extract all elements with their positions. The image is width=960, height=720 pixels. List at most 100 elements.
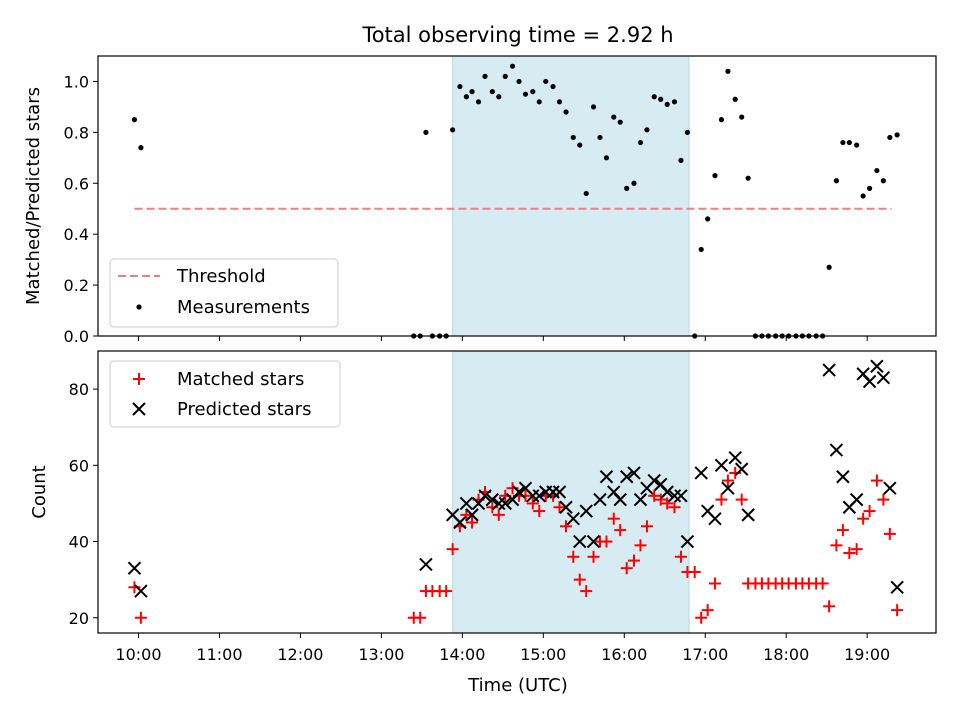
measurement-point [867, 185, 873, 191]
predicted-star-point [593, 492, 607, 507]
measurement-point [516, 78, 522, 85]
predicted-star-point [694, 466, 708, 480]
measurement-point [860, 193, 866, 199]
measurement-point [469, 89, 475, 95]
measurement-point [543, 78, 549, 85]
measurement-point [131, 117, 138, 123]
predicted-star-point [498, 496, 512, 511]
matched-star-point [701, 604, 714, 617]
matched-star-point [440, 585, 453, 598]
matched-star-point [836, 524, 849, 537]
x-tick-label: 14:00 [439, 645, 485, 664]
predicted-star-point [680, 534, 695, 549]
measurement-point [457, 83, 463, 90]
measurement-point [496, 94, 502, 100]
predicted-star-point [546, 485, 560, 499]
x-tick-label: 17:00 [682, 645, 728, 664]
legend-matched-label: Matched stars [177, 369, 304, 390]
matched-star-point [559, 520, 572, 533]
matched-star-point [414, 611, 427, 624]
matched-star-point [627, 554, 640, 567]
matched-star-point [553, 501, 566, 514]
measurement-point [644, 127, 650, 133]
measurement-point [482, 73, 488, 79]
bottom-plot-frame [97, 350, 937, 634]
measurement-point [725, 68, 731, 74]
measurement-point [577, 142, 583, 148]
bottom-legend: Matched stars Predicted stars [109, 360, 341, 428]
matched-star-point [600, 535, 613, 548]
matched-star-point [661, 497, 674, 510]
legend-threshold-label: Threshold [176, 266, 266, 287]
matched-star-point [695, 611, 708, 624]
matched-star-point [573, 573, 586, 586]
measurement-point [705, 216, 711, 222]
measurement-point [489, 89, 495, 95]
matched-star-point [823, 600, 836, 613]
predicted-star-point [586, 534, 601, 549]
predicted-star-point [870, 359, 884, 373]
top-y-tick-label: 0.4 [64, 225, 89, 244]
matched-star-point [850, 543, 863, 556]
bottom-legend-box [109, 360, 341, 428]
x-axis-label: Time (UTC) [467, 675, 568, 696]
matched-star-point [466, 516, 479, 529]
top-y-tick-label: 0.2 [64, 276, 89, 295]
matched-star-point [708, 577, 721, 590]
measurement-point [846, 139, 852, 146]
measurement-point [712, 173, 718, 179]
measurement-point [509, 63, 516, 69]
measurement-point [590, 104, 597, 110]
measurement-point [138, 145, 144, 151]
predicted-star-point [734, 462, 749, 476]
measurement-point [698, 246, 704, 253]
top-y-tick-label: 0.6 [64, 174, 89, 193]
measurement-point [502, 73, 508, 79]
measurement-point [611, 114, 617, 120]
matched-star-point [587, 550, 600, 563]
measurement-point [739, 114, 745, 120]
top-legend: Threshold Measurements [109, 258, 339, 328]
x-tick-label: 16:00 [601, 645, 647, 664]
top-x-ticks [137, 336, 868, 341]
top-y-axis: 0.0 0.2 0.4 0.6 0.8 1.0 [64, 72, 98, 346]
measurement-point [887, 134, 893, 141]
measurement-point [826, 264, 832, 270]
measurement-point [833, 178, 840, 184]
matched-star-point [580, 585, 593, 598]
matched-star-point [620, 562, 633, 575]
measurement-point [664, 101, 670, 107]
measurement-point [570, 134, 576, 141]
measurement-point [603, 155, 610, 161]
bottom-y-tick-label: 20 [69, 609, 89, 628]
predicted-star-point [599, 470, 614, 484]
predicted-star-point [526, 489, 540, 503]
measurement-point [475, 99, 482, 105]
predicted-star-point [674, 489, 688, 503]
measurement-point [563, 109, 569, 115]
predicted-star-point [453, 515, 467, 530]
matched-star-point [668, 501, 681, 514]
figure-title: Total observing time = 2.92 h [361, 23, 673, 47]
measurement-point [637, 139, 644, 146]
x-tick-label: 19:00 [844, 645, 890, 664]
matched-star-point [735, 493, 748, 506]
matched-star-point [721, 474, 734, 487]
measurement-point [631, 180, 637, 186]
predicted-star-point [579, 504, 593, 518]
bottom-y-tick-label: 40 [69, 533, 89, 552]
measurement-point [718, 117, 725, 123]
bottom-predicted-points [127, 359, 904, 598]
legend-measurements-label: Measurements [177, 297, 310, 318]
predicted-star-point [613, 492, 627, 507]
x-tick-label: 12:00 [277, 645, 323, 664]
matched-star-point [857, 512, 870, 525]
predicted-star-point [829, 443, 844, 457]
bottom-x-axis: 10:00 11:00 12:00 13:00 14:00 15:00 16:00 17:00… [115, 633, 890, 664]
legend-measurements-swatch [136, 304, 142, 310]
matched-star-point [492, 508, 505, 521]
predicted-star-point [419, 557, 433, 572]
measurement-point [894, 132, 900, 138]
